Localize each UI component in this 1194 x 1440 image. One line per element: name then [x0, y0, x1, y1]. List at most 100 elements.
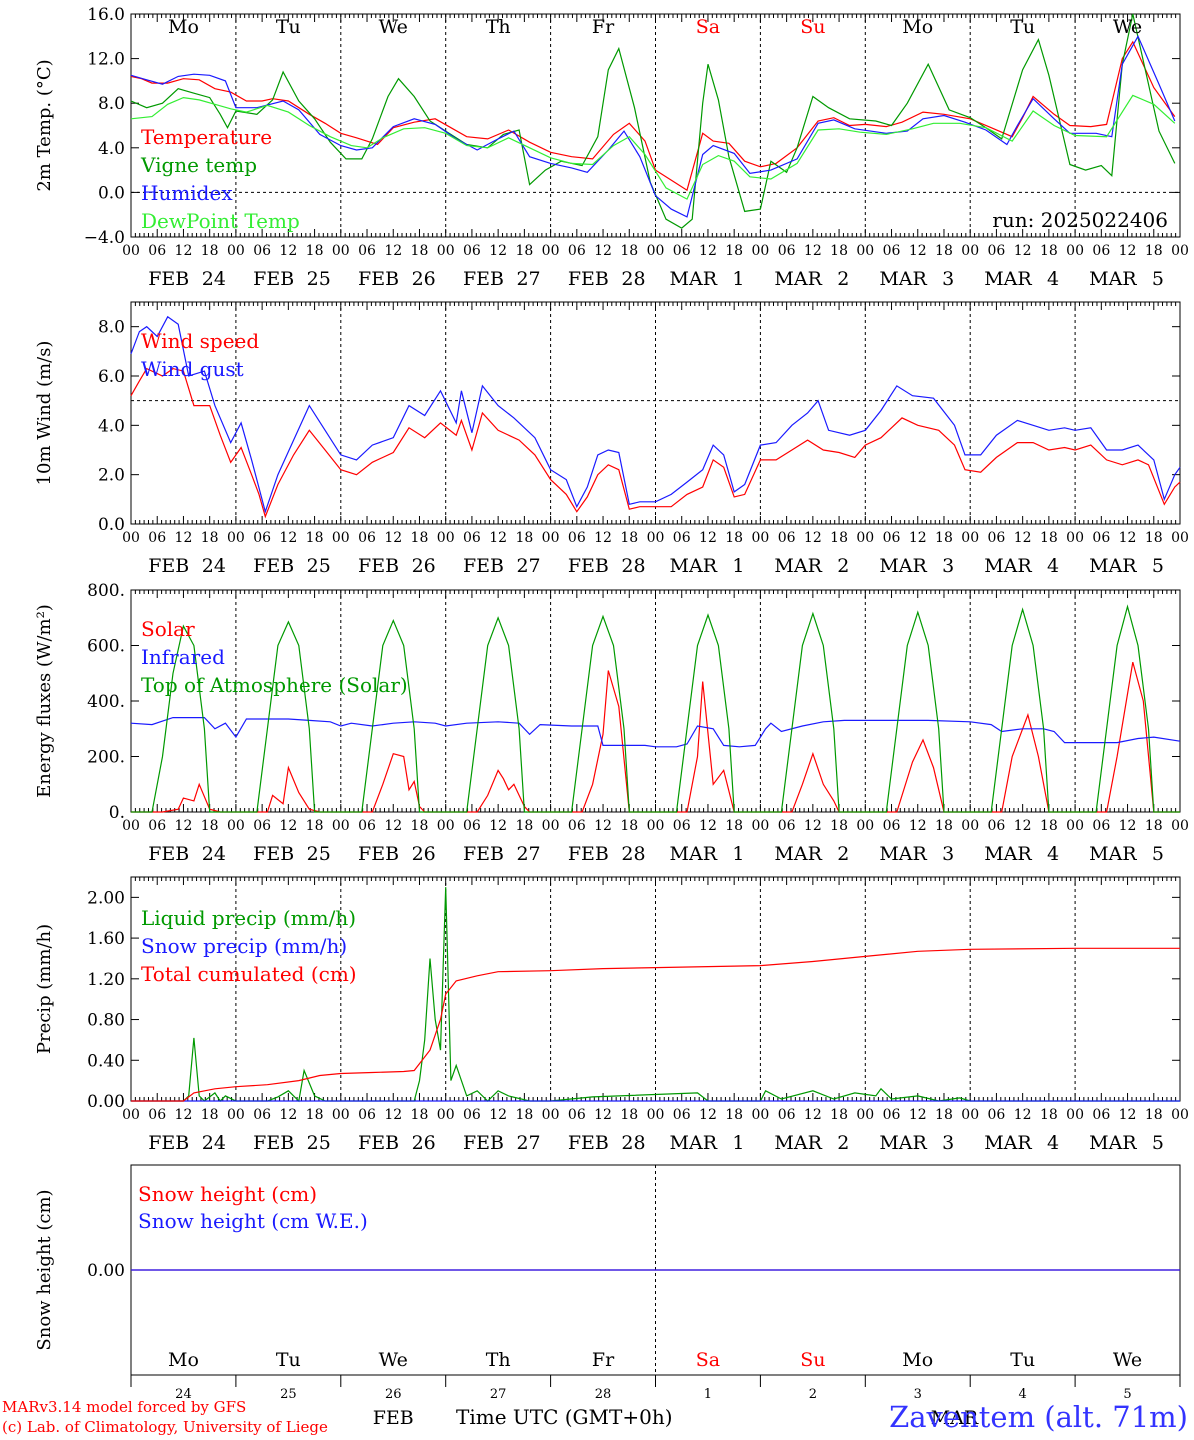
hour-tick-label: 06 — [673, 530, 691, 546]
date-month-label: MAR — [1089, 843, 1137, 865]
hour-tick-label: 18 — [201, 530, 219, 546]
date-month-label: MAR — [984, 268, 1032, 290]
day-number-label: 25 — [280, 1387, 297, 1402]
date-day-label: 3 — [942, 268, 954, 290]
y-tick-label: 0.00 — [87, 1092, 125, 1112]
hour-tick-label: 00 — [647, 530, 665, 546]
day-label: We — [1113, 16, 1142, 38]
hour-tick-label: 00 — [961, 530, 979, 546]
date-month-label: MAR — [1089, 268, 1137, 290]
series-line-wind-gust — [130, 315, 1181, 514]
hour-tick-label: 18 — [1145, 530, 1163, 546]
hour-tick-label: 06 — [778, 243, 796, 259]
y-tick-label: 8.0 — [98, 94, 125, 114]
y-axis-label: Precip (mm/h) — [34, 924, 55, 1054]
series-line-total-cumulated-cm- — [131, 947, 1180, 1102]
date-month-label: MAR — [984, 843, 1032, 865]
date-month-label: MAR — [670, 555, 718, 577]
day-label: Mo — [168, 1349, 199, 1371]
hour-tick-label: 00 — [122, 530, 140, 546]
date-month-label: FEB — [253, 843, 294, 865]
date-month-label: FEB — [568, 555, 609, 577]
hour-tick-label: 18 — [515, 818, 533, 834]
hour-tick-label: 00 — [332, 1107, 350, 1123]
day-label: Th — [486, 1349, 511, 1371]
series-line-wind-speed — [130, 367, 1181, 519]
hour-tick-label: 00 — [751, 530, 769, 546]
y-tick-label: 2.00 — [87, 888, 125, 908]
hour-tick-label: 00 — [961, 1107, 979, 1123]
hour-tick-label: 18 — [1040, 243, 1058, 259]
hour-tick-label: 06 — [568, 818, 586, 834]
date-day-label: 25 — [307, 1132, 331, 1154]
y-axis-label: Energy fluxes (W/m²) — [34, 604, 55, 798]
date-day-label: 27 — [516, 268, 540, 290]
day-label: Tu — [276, 16, 301, 38]
series-line-vigne-temp — [130, 13, 1176, 229]
hour-tick-label: 18 — [306, 818, 324, 834]
hour-tick-label: 12 — [594, 818, 612, 834]
hour-tick-label: 06 — [253, 530, 271, 546]
hour-tick-label: 18 — [1145, 243, 1163, 259]
hour-tick-label: 00 — [1171, 818, 1189, 834]
day-label: Fr — [592, 1349, 615, 1371]
day-number-label: 26 — [385, 1387, 402, 1402]
date-month-label: MAR — [879, 268, 927, 290]
hour-tick-label: 06 — [883, 530, 901, 546]
series-line-dewpoint-temp — [130, 94, 1176, 200]
date-month-label: MAR — [670, 268, 718, 290]
hour-tick-label: 12 — [384, 530, 402, 546]
date-day-label: 3 — [942, 1132, 954, 1154]
hour-tick-label: 06 — [463, 243, 481, 259]
date-month-label: FEB — [568, 1132, 609, 1154]
hour-tick-label: 18 — [620, 243, 638, 259]
day-label: We — [1113, 1349, 1142, 1371]
hour-tick-label: 00 — [122, 818, 140, 834]
date-month-label: FEB — [463, 555, 504, 577]
hour-tick-label: 12 — [489, 1107, 507, 1123]
date-month-label: MAR — [879, 555, 927, 577]
day-label: Mo — [902, 1349, 933, 1371]
hour-tick-label: 18 — [411, 530, 429, 546]
day-number-label: 4 — [1019, 1387, 1027, 1402]
hour-tick-label: 00 — [437, 530, 455, 546]
hour-tick-label: 06 — [673, 1107, 691, 1123]
date-month-label: FEB — [148, 555, 189, 577]
y-tick-label: 800. — [87, 581, 125, 601]
hour-tick-label: 00 — [122, 1107, 140, 1123]
date-day-label: 24 — [202, 268, 226, 290]
hour-tick-label: 12 — [699, 818, 717, 834]
hour-tick-label: 06 — [253, 1107, 271, 1123]
date-day-label: 2 — [837, 1132, 849, 1154]
hour-tick-label: 12 — [279, 243, 297, 259]
hour-tick-label: 06 — [253, 243, 271, 259]
date-month-label: FEB — [148, 268, 189, 290]
y-axis-label: 2m Temp. (°C) — [34, 59, 55, 191]
hour-tick-label: 18 — [201, 1107, 219, 1123]
date-month-label: MAR — [774, 268, 822, 290]
series-line-liquid-precip-mm-h- — [131, 887, 1180, 1103]
hour-tick-label: 18 — [1145, 818, 1163, 834]
hour-tick-label: 00 — [856, 530, 874, 546]
hour-tick-label: 00 — [1066, 243, 1084, 259]
date-month-label: FEB — [253, 1132, 294, 1154]
hour-tick-label: 18 — [935, 1107, 953, 1123]
hour-tick-label: 12 — [1014, 530, 1032, 546]
hour-tick-label: 06 — [358, 818, 376, 834]
date-month-label: FEB — [358, 1132, 399, 1154]
date-month-label: FEB — [568, 268, 609, 290]
day-number-label: 5 — [1123, 1387, 1131, 1402]
hour-tick-label: 00 — [1066, 530, 1084, 546]
date-day-label: 1 — [732, 1132, 744, 1154]
credit-line-1: MARv3.14 model forced by GFS — [2, 1398, 247, 1416]
date-month-label: MAR — [670, 1132, 718, 1154]
hour-tick-label: 12 — [279, 818, 297, 834]
hour-tick-label: 18 — [515, 243, 533, 259]
hour-tick-label: 12 — [1119, 1107, 1137, 1123]
hour-tick-label: 00 — [961, 243, 979, 259]
hour-tick-label: 18 — [830, 1107, 848, 1123]
hour-tick-label: 06 — [988, 243, 1006, 259]
legend-entry: Snow precip (mm/h) — [141, 934, 347, 958]
y-axis-label: Snow height (cm) — [34, 1189, 55, 1350]
hour-tick-label: 06 — [883, 243, 901, 259]
